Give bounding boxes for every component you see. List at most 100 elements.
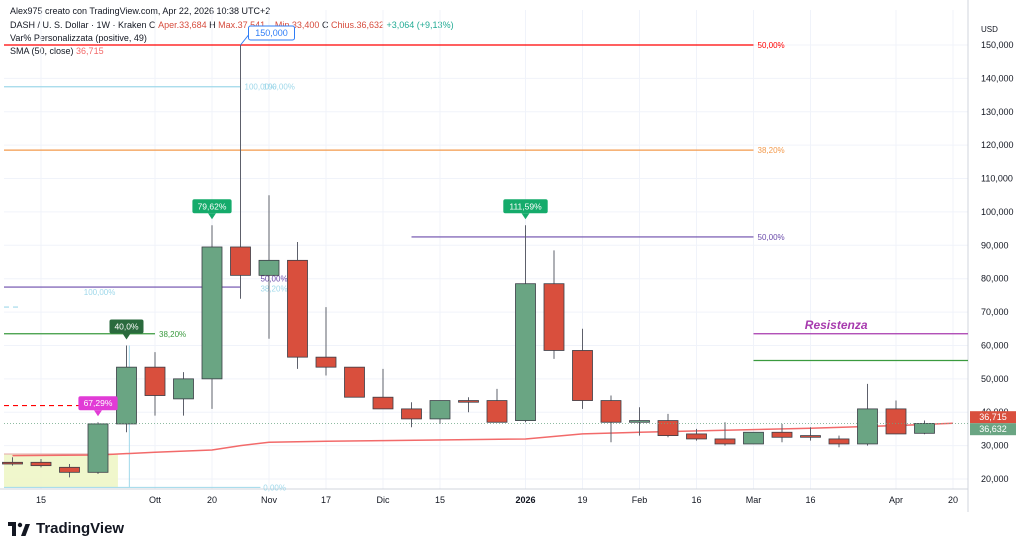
candle-body [885,408,907,435]
close-price-tag-text: 36,632 [979,424,1007,434]
candle [771,423,793,443]
candle-body [572,350,593,401]
fib-label: 38,20% [260,285,287,294]
y-tick-label: 60,000 [981,340,1009,350]
candle-body [144,366,166,396]
candle [543,250,565,359]
candle [87,422,109,474]
sma-value: 36,715 [76,46,104,56]
candle [486,388,508,423]
candle [201,225,223,409]
sma-price-tag-text: 36,715 [979,412,1007,422]
candle-body [258,259,280,276]
candle [629,407,650,436]
candle-body [315,356,337,368]
author-line: Alex975 creato con TradingView.com, Apr … [10,6,271,16]
candle-body [287,259,308,358]
signal-flag-pointer [208,213,216,220]
candle [857,383,878,446]
level-label: 100,00% [245,83,277,92]
candle-body [686,433,707,440]
y-tick-label: 100,000 [981,207,1014,217]
candle-body [344,366,365,398]
candle-body [857,408,878,445]
symbol-name[interactable]: DASH / U. S. Dollar · 1W · Kraken [10,20,147,30]
candle-body [771,431,793,438]
candle [828,435,850,448]
signal-flag-text: 40,0% [114,321,139,331]
x-tick-label: Mar [746,495,762,505]
indicator-varpct-legend[interactable]: Var% Personalizzata (positive, 49) [10,33,147,43]
x-tick-label: Feb [632,495,648,505]
fib-label: 100,00% [263,83,295,92]
close-label: C [321,20,329,30]
fib-label: 0,00% [263,483,286,492]
fib-label: 50,00% [260,275,287,284]
candle [315,307,337,376]
candle-body [458,400,479,403]
indicator-sma-legend[interactable]: SMA (50, close) 36,715 [10,46,104,56]
fib-label: 100,00% [84,288,116,297]
x-tick-label: 15 [36,495,46,505]
candle-body [372,396,394,410]
candle-body [657,420,679,437]
candle [458,397,479,413]
x-tick-label: Nov [261,495,278,505]
candle [401,402,422,428]
candle [116,345,137,433]
low-label: L [267,20,273,30]
y-tick-label: 30,000 [981,441,1009,451]
candle [686,428,707,441]
candle-body [30,461,52,467]
x-tick-label: 20 [948,495,958,505]
candle-body [515,283,536,421]
y-tick-label: 20,000 [981,474,1009,484]
tradingview-logo[interactable]: TradingView [8,520,124,537]
candle-body [201,246,223,380]
candle [344,366,365,398]
candle-body [173,378,194,400]
level-label: 50,00% [758,233,785,242]
signal-flag-pointer [122,333,131,340]
signal-flag-text: 111,59% [509,201,542,211]
candle [429,400,451,424]
x-tick-label: 19 [577,495,587,505]
y-tick-label: 70,000 [981,307,1009,317]
x-tick-label: 17 [321,495,331,505]
candle [230,45,251,299]
y-tick-label: 140,000 [981,73,1014,83]
candle [287,241,308,369]
candle-body [828,438,850,445]
currency-label: USD [981,25,998,34]
sma-price-tag [970,411,1016,424]
resistenza-label: Resistenza [805,318,868,332]
y-tick-label: 150,000 [981,40,1014,50]
y-tick-label: 90,000 [981,240,1009,250]
candle [30,458,52,468]
tradingview-logo-icon [8,521,30,536]
candle-body [800,435,821,438]
high-callout-pointer [240,34,249,46]
candle [657,413,679,438]
signal-flag [109,319,144,334]
candle-body [743,431,764,445]
tradingview-wordmark: TradingView [36,520,125,537]
sma-line [12,422,954,457]
close-price-tag [970,423,1016,436]
y-tick-label: 120,000 [981,140,1014,150]
x-tick-label: 16 [805,495,815,505]
fib-zone [4,453,118,488]
signal-flag [192,199,232,214]
high-value: Max.37,541 [218,20,266,30]
x-tick-label: Apr [889,495,903,505]
y-tick-label: 130,000 [981,107,1014,117]
candle-body [230,246,251,276]
x-tick-label: 20 [207,495,217,505]
candle-body [401,408,422,420]
signal-flag-pointer [94,410,102,417]
candle [572,328,593,409]
candle-body [914,423,935,434]
candle-body [116,366,137,425]
